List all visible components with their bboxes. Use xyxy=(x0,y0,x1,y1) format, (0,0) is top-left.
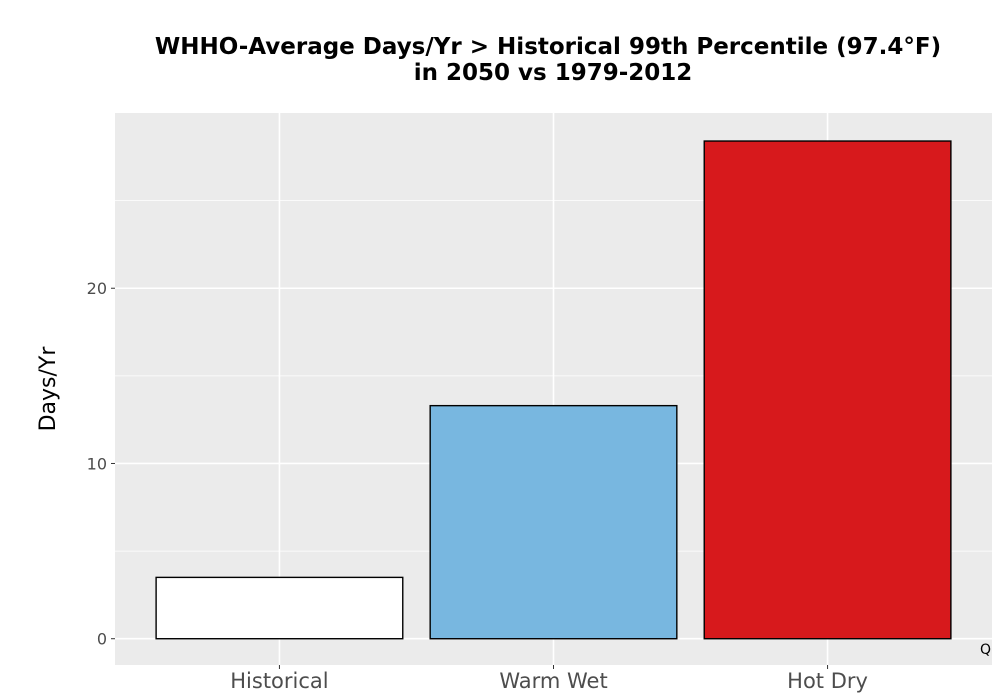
x-tick-label: Historical xyxy=(230,669,328,693)
x-tick-label: Hot Dry xyxy=(787,669,868,693)
bar-warm-wet xyxy=(429,404,678,640)
y-tick-label: 0 xyxy=(97,630,107,649)
corner-mark: Q xyxy=(980,642,991,658)
y-axis-title: Days/Yr xyxy=(36,346,61,432)
y-axis-ticks: 0 10 20 xyxy=(87,279,115,649)
chart-title-line-2: in 2050 vs 1979-2012 xyxy=(414,60,693,86)
y-tick-label: 10 xyxy=(87,454,107,473)
x-tick-label: Warm Wet xyxy=(499,669,607,693)
x-axis-ticks: Historical Warm Wet Hot Dry xyxy=(230,665,868,693)
bar-historical xyxy=(155,576,404,640)
chart-title-line-1: WHHO-Average Days/Yr > Historical 99th P… xyxy=(155,34,941,60)
bars xyxy=(155,140,952,640)
y-tick-label: 20 xyxy=(87,279,107,298)
bar-hot-dry xyxy=(703,140,952,640)
